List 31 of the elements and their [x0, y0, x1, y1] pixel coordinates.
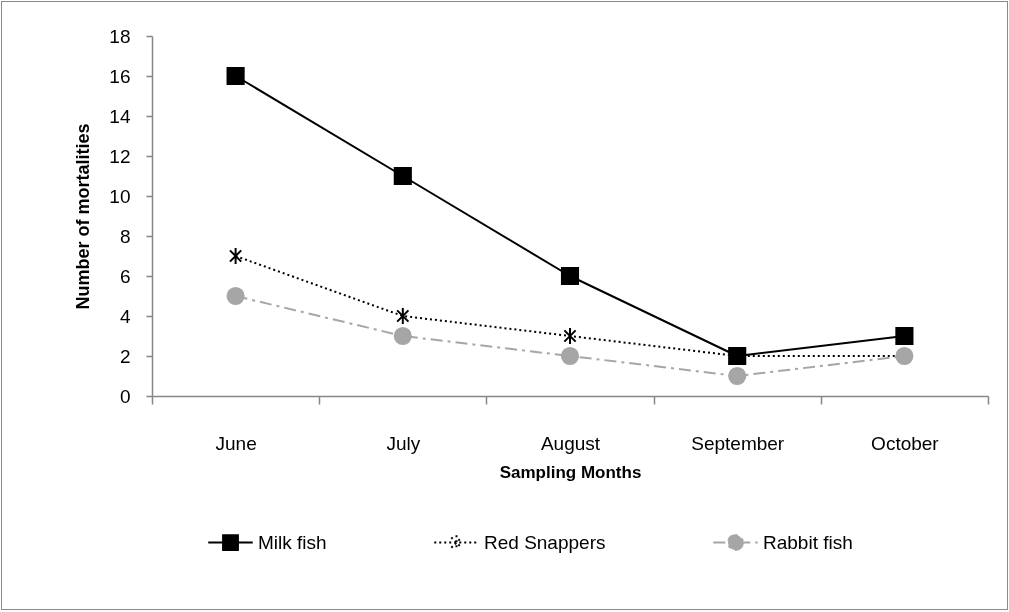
- legend-label: Rabbit fish: [763, 531, 853, 553]
- x-tick-label: August: [540, 432, 601, 454]
- y-tick-label: 0: [119, 385, 131, 407]
- point: [560, 266, 580, 286]
- point: [226, 286, 245, 306]
- x-tick-label: July: [386, 432, 421, 454]
- y-tick-label: 18: [109, 25, 131, 47]
- legend-label: Milk fish: [258, 531, 327, 553]
- point: [396, 306, 410, 326]
- y-axis-title: Number of mortalities: [73, 123, 94, 310]
- y-tick-label: 10: [109, 185, 131, 207]
- point: [895, 326, 914, 346]
- y-tick-label: 4: [119, 305, 131, 327]
- point: [393, 166, 412, 186]
- y-tick-label: 12: [109, 145, 131, 167]
- point: [228, 246, 243, 266]
- y-tick-label: 16: [109, 65, 131, 87]
- point: [393, 326, 412, 346]
- x-tick-label: October: [871, 432, 940, 454]
- point: [728, 366, 747, 386]
- x-tick-label: September: [691, 432, 785, 454]
- y-tick-label: 14: [109, 105, 131, 127]
- x-axis-title: Sampling Months: [499, 462, 642, 482]
- x-tick-label: June: [215, 432, 257, 454]
- point: [563, 326, 577, 346]
- point: [560, 346, 580, 366]
- y-tick-label: 2: [119, 345, 131, 367]
- y-tick-label: 6: [119, 265, 131, 287]
- point: [226, 66, 245, 86]
- legend-label: Red Snappers: [484, 531, 606, 553]
- y-tick-label: 8: [119, 225, 131, 247]
